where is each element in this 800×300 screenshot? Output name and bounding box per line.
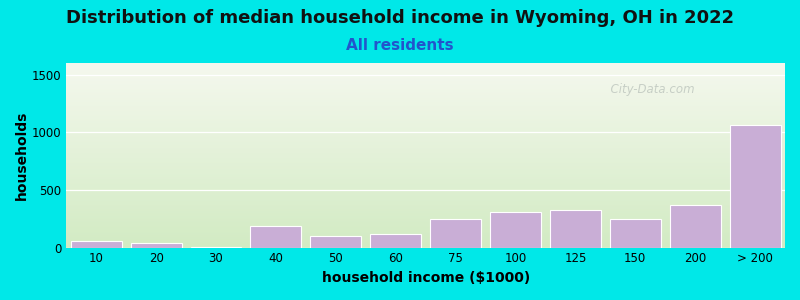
- Text: All residents: All residents: [346, 38, 454, 52]
- Bar: [610, 219, 661, 247]
- Bar: [430, 219, 481, 247]
- Bar: [550, 209, 601, 247]
- Bar: [250, 226, 302, 247]
- Bar: [370, 234, 421, 248]
- Text: Distribution of median household income in Wyoming, OH in 2022: Distribution of median household income …: [66, 9, 734, 27]
- Text: City-Data.com: City-Data.com: [602, 82, 694, 95]
- Bar: [670, 205, 721, 247]
- Bar: [310, 236, 362, 248]
- X-axis label: household income ($1000): household income ($1000): [322, 271, 530, 285]
- Bar: [130, 243, 182, 247]
- Bar: [70, 241, 122, 248]
- Y-axis label: households: households: [15, 111, 29, 200]
- Bar: [730, 125, 781, 248]
- Bar: [490, 212, 541, 247]
